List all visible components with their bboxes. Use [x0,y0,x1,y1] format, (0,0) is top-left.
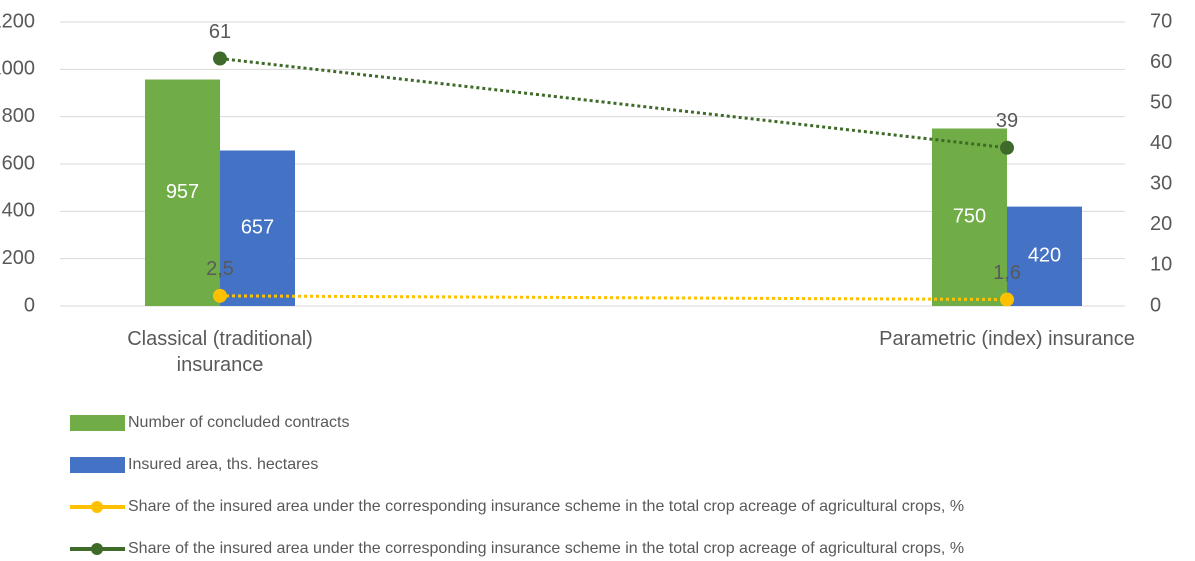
bar [1007,206,1082,306]
y-tick-label: 600 [2,152,35,174]
bar-label: 657 [241,217,274,239]
y2-tick-label: 70 [1150,10,1172,32]
y-tick-label: 0 [24,294,35,316]
bar [220,150,295,306]
legend-label: Share of the insured area under the corr… [128,498,964,515]
y2-tick-label: 10 [1150,254,1172,276]
y-tick-label: 1000 [0,58,35,80]
y2-tick-label: 60 [1150,51,1172,73]
legend-marker [91,543,103,555]
marker [1000,140,1014,155]
marker [1000,292,1014,307]
line [219,294,1008,302]
data-label: 2,5 [206,258,234,280]
bar [145,79,220,306]
y2-tick-label: 30 [1150,173,1172,195]
legend-marker [91,501,103,513]
data-label: 1,6 [993,262,1021,284]
marker [213,288,227,303]
bar [932,128,1007,306]
legend-swatch [70,415,125,431]
legend-label: Share of the insured area under the corr… [128,540,964,557]
line [219,57,1008,150]
y2-tick-label: 50 [1150,91,1172,113]
legend-label: Insured area, ths. hectares [128,456,318,473]
y2-tick-label: 20 [1150,213,1172,235]
marker [213,51,227,66]
x-tick-label: Parametric (index) insurance [879,328,1135,350]
bar-label: 750 [953,206,986,228]
data-label: 39 [996,110,1018,132]
y-tick-label: 800 [2,105,35,127]
legend-label: Number of concluded contracts [128,414,349,431]
x-tick-label: Classical (traditional) insurance [127,328,313,376]
bar-label: 957 [166,181,199,203]
legend-swatch [70,457,125,473]
y-tick-label: 200 [2,247,35,269]
data-label: 61 [209,21,231,43]
bar-label: 420 [1028,245,1061,267]
y2-tick-label: 0 [1150,294,1161,316]
y2-tick-label: 40 [1150,132,1172,154]
y-tick-label: 400 [2,200,35,222]
y-tick-label: 1200 [0,10,35,32]
